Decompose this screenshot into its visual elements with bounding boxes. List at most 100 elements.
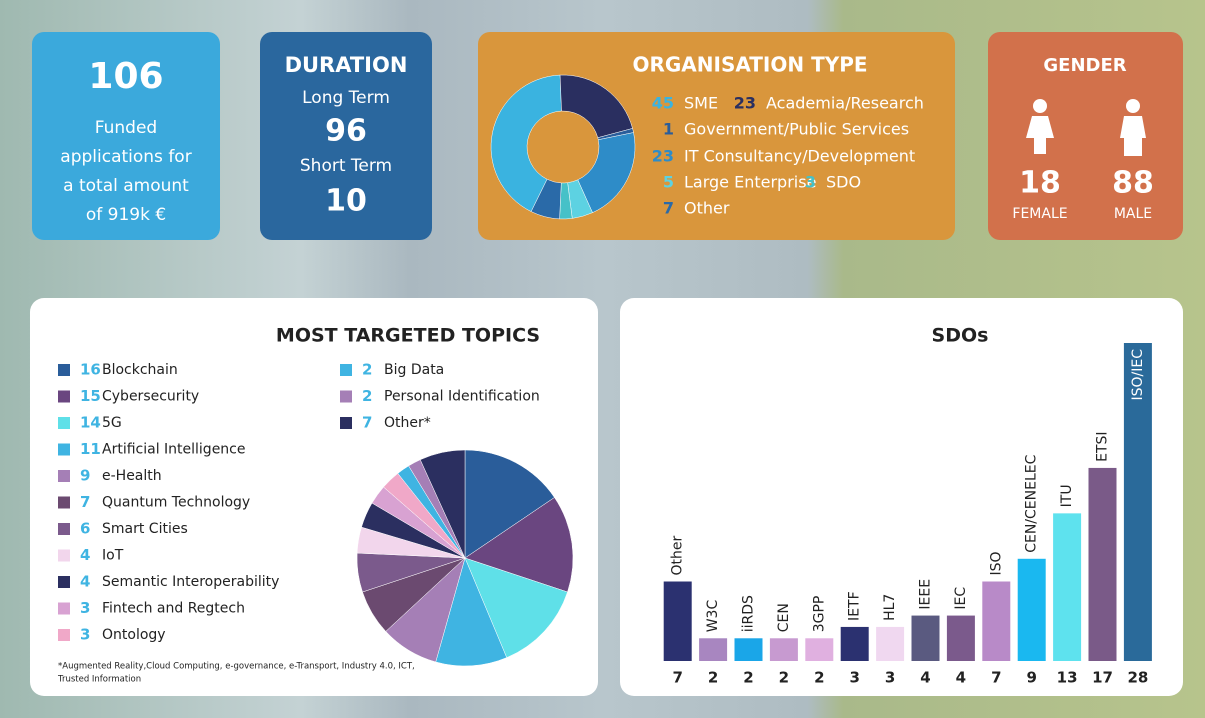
- legend-label: Semantic Interoperability: [102, 574, 279, 590]
- legend-label: Other*: [384, 415, 431, 431]
- legend-value: 6: [80, 520, 90, 538]
- bar: [805, 638, 833, 661]
- legend-value: 45: [652, 94, 674, 113]
- value-label: 17: [1092, 669, 1113, 687]
- category-label: 3GPP: [811, 596, 827, 633]
- legend-swatch: [58, 364, 70, 376]
- legend-swatch: [340, 417, 352, 429]
- legend-label: Blockchain: [102, 362, 178, 378]
- category-label: CEN: [776, 603, 792, 632]
- bar: [1018, 559, 1046, 661]
- legend-value: 2: [362, 361, 372, 379]
- legend-label: Quantum Technology: [102, 495, 250, 511]
- legend-value: 7: [80, 493, 90, 511]
- sdo-title: SDOs: [932, 325, 989, 347]
- bar: [876, 627, 904, 661]
- value-label: 13: [1057, 669, 1078, 687]
- legend-value: 5: [663, 173, 674, 192]
- value-label: 28: [1127, 669, 1148, 687]
- bar: [841, 627, 869, 661]
- legend-label: SME: [684, 94, 718, 113]
- value-label: 4: [920, 669, 930, 687]
- bar: [699, 638, 727, 661]
- legend-label: Government/Public Services: [684, 120, 909, 139]
- legend-value: 7: [362, 414, 372, 432]
- legend-label: Smart Cities: [102, 521, 188, 537]
- legend-swatch: [58, 417, 70, 429]
- topics-footnote: *Augmented Reality,Cloud Computing, e-go…: [58, 662, 415, 672]
- category-label: HL7: [882, 594, 898, 621]
- legend-label: Personal Identification: [384, 389, 540, 405]
- legend-value: 7: [663, 199, 674, 218]
- legend-value: 9: [80, 467, 90, 485]
- funded-text: Funded: [95, 118, 157, 138]
- legend-label: Large Enterprise: [684, 173, 816, 192]
- legend-label: Artificial Intelligence: [102, 442, 246, 458]
- bar: [1053, 513, 1081, 661]
- bar: [770, 638, 798, 661]
- legend-label: Academia/Research: [766, 94, 924, 113]
- infographic: 106 Funded applications for a total amou…: [0, 0, 1205, 718]
- legend-swatch: [58, 576, 70, 588]
- bar: [664, 582, 692, 662]
- duration-label: Short Term: [300, 156, 392, 176]
- legend-value: 14: [80, 414, 101, 432]
- duration-value: 96: [325, 114, 367, 149]
- legend-value: 23: [734, 94, 756, 113]
- category-label: iiRDS: [741, 595, 757, 632]
- legend-value: 2: [362, 387, 372, 405]
- bar: [947, 616, 975, 661]
- category-label: IETF: [847, 591, 863, 621]
- gender-value: 88: [1112, 166, 1154, 201]
- value-label: 2: [708, 669, 718, 687]
- legend-value: 3: [80, 599, 90, 617]
- legend-swatch: [340, 391, 352, 403]
- duration-title: DURATION: [285, 53, 408, 77]
- legend-label: SDO: [826, 173, 861, 192]
- legend-label: 5G: [102, 415, 122, 431]
- category-label: W3C: [705, 600, 721, 633]
- legend-value: 1: [663, 120, 674, 139]
- value-label: 2: [814, 669, 824, 687]
- funded-number: 106: [88, 56, 163, 97]
- topics-title: MOST TARGETED TOPICS: [276, 325, 540, 347]
- legend-label: IoT: [102, 548, 124, 564]
- category-label: ETSI: [1095, 432, 1111, 462]
- legend-swatch: [58, 523, 70, 535]
- category-label: ISO: [988, 551, 1004, 575]
- bar: [1089, 468, 1117, 661]
- value-label: 3: [885, 669, 895, 687]
- funded-text: of 919k €: [86, 205, 166, 225]
- legend-label: Big Data: [384, 362, 444, 378]
- legend-value: 11: [80, 440, 101, 458]
- legend-value: 23: [652, 147, 674, 166]
- value-label: 9: [1026, 669, 1036, 687]
- value-label: 2: [743, 669, 753, 687]
- topics-footnote: Trusted Information: [57, 675, 141, 685]
- bar: [982, 582, 1010, 662]
- gender-title: GENDER: [1043, 55, 1126, 76]
- org-title: ORGANISATION TYPE: [632, 53, 867, 77]
- gender-label: FEMALE: [1012, 206, 1067, 222]
- value-label: 7: [991, 669, 1001, 687]
- canvas: 106 Funded applications for a total amou…: [0, 0, 1205, 718]
- legend-swatch: [58, 629, 70, 641]
- duration-label: Long Term: [302, 88, 390, 108]
- category-label: Other: [670, 536, 686, 576]
- legend-swatch: [58, 497, 70, 509]
- gender-value: 18: [1019, 166, 1061, 201]
- legend-label: Other: [684, 199, 730, 218]
- category-label: ISO/IEC: [1130, 349, 1146, 401]
- legend-label: IT Consultancy/Development: [684, 147, 915, 166]
- legend-value: 3: [80, 626, 90, 644]
- legend-value: 4: [80, 546, 90, 564]
- value-label: 3: [849, 669, 859, 687]
- duration-value: 10: [325, 184, 367, 219]
- bar: [912, 616, 940, 661]
- legend-swatch: [58, 444, 70, 456]
- category-label: ITU: [1059, 484, 1075, 507]
- value-label: 4: [956, 669, 966, 687]
- legend-value: 16: [80, 361, 101, 379]
- value-label: 7: [672, 669, 682, 687]
- bar: [735, 638, 763, 661]
